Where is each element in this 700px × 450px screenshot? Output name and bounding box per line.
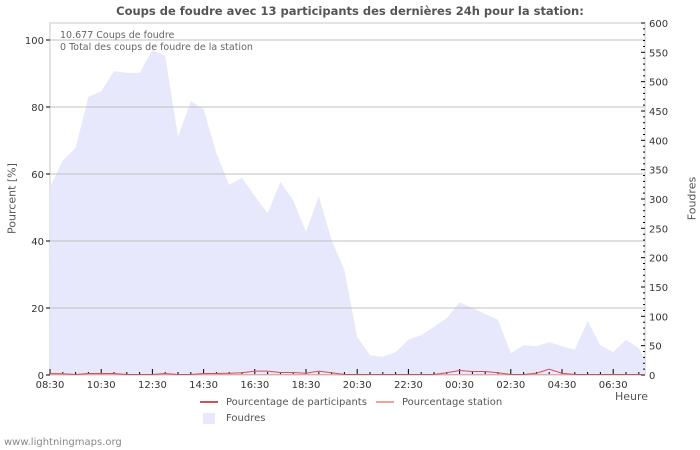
footer-site: www.lightningmaps.org (4, 437, 122, 448)
y-right-tick-label: 450 (649, 107, 668, 118)
legend-foudres-swatch (203, 413, 215, 424)
y-right-tick-label: 550 (649, 48, 668, 59)
info-strikes: 10.677 Coups de foudre (60, 30, 175, 41)
x-axis-label: Heure (614, 390, 648, 403)
participants-line (49, 368, 645, 376)
legend-foudres-label: Foudres (226, 413, 266, 424)
y-axis-left-label: Pourcent [%] (5, 163, 19, 234)
y-right-tick-label: 150 (649, 283, 668, 294)
y-left-tick-label: 0 (38, 371, 44, 382)
chart-title: Coups de foudre avec 13 participants des… (116, 4, 584, 18)
x-tick-label: 18:30 (292, 380, 321, 391)
y-right-tick-label: 400 (649, 136, 668, 147)
y-left-tick-label: 20 (31, 304, 44, 315)
y-left-tick-label: 100 (25, 36, 44, 47)
x-tick-label: 02:30 (496, 380, 525, 391)
x-tick-label: 10:30 (87, 380, 116, 391)
x-tick-label: 22:30 (394, 380, 423, 391)
x-tick-label: 16:30 (240, 380, 269, 391)
info-station-total: 0 Total des coups de foudre de la statio… (60, 42, 253, 53)
y-right-tick-label: 200 (649, 254, 668, 265)
y-right-tick-label: 50 (649, 342, 662, 353)
y-right-tick-label: 0 (649, 371, 655, 382)
x-tick-label: 00:30 (445, 380, 474, 391)
y-left-tick-label: 40 (31, 237, 44, 248)
legend-participants-label: Pourcentage de participants (226, 397, 367, 408)
y-right-tick-label: 600 (649, 19, 668, 30)
legend-station-label: Pourcentage station (402, 397, 503, 408)
x-tick-label: 08:30 (36, 380, 65, 391)
y-left-tick-label: 80 (31, 103, 44, 114)
y-left-tick-label: 60 (31, 170, 44, 181)
x-tick-label: 14:30 (189, 380, 218, 391)
x-tick-label: 12:30 (138, 380, 167, 391)
y-right-tick-label: 500 (649, 78, 668, 89)
y-right-tick-label: 100 (649, 312, 668, 323)
foudres-area (50, 50, 645, 375)
legend-participants-swatch (200, 401, 218, 403)
x-tick-label: 06:30 (599, 380, 628, 391)
y-axis-right-label: Foudres (685, 176, 699, 221)
y-right-tick-label: 250 (649, 224, 668, 235)
y-right-tick-label: 300 (649, 195, 668, 206)
y-right-tick-label: 350 (649, 166, 668, 177)
legend-station-swatch (376, 401, 394, 403)
x-tick-label: 04:30 (548, 380, 577, 391)
x-tick-label: 20:30 (343, 380, 372, 391)
